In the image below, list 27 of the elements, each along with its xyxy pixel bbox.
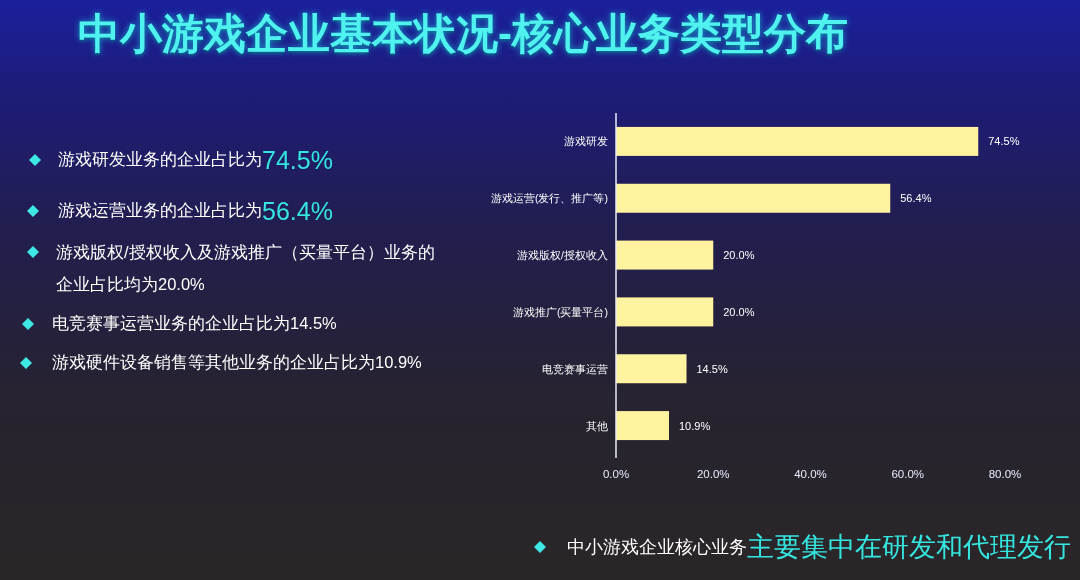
value-label: 56.4% bbox=[900, 192, 932, 205]
title: 中小游戏企业基本状况-核心业务类型分布 bbox=[78, 9, 848, 59]
value-label: 74.5% bbox=[988, 135, 1020, 148]
annotation: 游戏硬件设备销售等其他业务的企业占比为10.9% bbox=[52, 352, 422, 373]
value-label: 20.0% bbox=[723, 305, 755, 318]
value-label: 10.9% bbox=[679, 419, 711, 432]
annotation: 56.4% bbox=[262, 196, 333, 226]
category-label: 游戏运营(发行、推广等) bbox=[491, 192, 608, 205]
category-label: 游戏推广(买量平台) bbox=[513, 305, 608, 318]
value-label: 14.5% bbox=[696, 362, 728, 375]
annotation: 主要集中在研发和代理发行 bbox=[747, 531, 1071, 564]
annotation: 游戏研发业务的企业占比为 bbox=[58, 149, 262, 170]
tick-label: 0.0% bbox=[602, 468, 630, 480]
category-label: 其他 bbox=[586, 419, 608, 432]
tick-label: 20.0% bbox=[696, 468, 730, 480]
annotation: 游戏版权/授权收入及游戏推广（买量平台）业务的企业占比均为20.0% bbox=[56, 243, 435, 293]
tick-label: 80.0% bbox=[988, 468, 1022, 480]
tick-label: 60.0% bbox=[891, 468, 925, 480]
value-label: 20.0% bbox=[723, 249, 755, 262]
annotation: 74.5% bbox=[262, 145, 333, 175]
tick-label: 40.0% bbox=[794, 468, 827, 480]
category-label: 游戏研发 bbox=[564, 135, 608, 148]
annotation: 游戏运营业务的企业占比为 bbox=[58, 200, 262, 221]
annotation: 电竞赛事运营业务的企业占比为14.5% bbox=[52, 313, 337, 334]
category-label: 游戏版权/授权收入 bbox=[517, 249, 608, 262]
category-label: 电竞赛事运营 bbox=[542, 362, 608, 375]
annotation: 中小游戏企业核心业务 bbox=[567, 537, 747, 557]
